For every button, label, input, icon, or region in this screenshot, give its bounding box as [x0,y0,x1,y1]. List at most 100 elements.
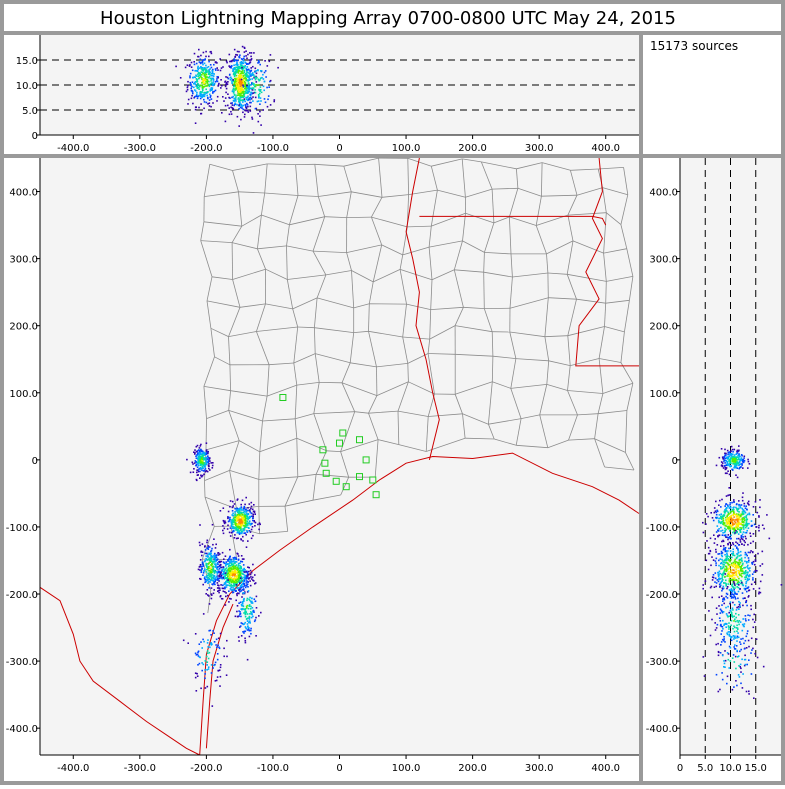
map-source-point [199,578,201,580]
side-source-point [738,608,740,610]
map-source-point [251,513,253,515]
side-source-point [738,606,740,608]
map-source-point [237,553,239,555]
side-source-point [747,614,749,616]
side-source-point [726,588,728,590]
side-source-point [723,603,725,605]
map-source-point [245,587,247,589]
map-source-point [196,472,198,474]
map-source-point [240,574,242,576]
side-source-point [724,599,726,601]
map-source-point [232,507,234,509]
top-source-point [206,82,208,84]
side-source-point [730,465,732,467]
side-source-point [738,544,740,546]
map-source-point [230,587,232,589]
side-source-point [732,549,734,551]
top-x-tick-label: -200.0 [190,143,222,154]
side-source-point [755,570,757,572]
side-source-point [752,619,754,621]
top-source-point [246,103,248,105]
top-source-point [229,61,231,63]
map-source-point [209,652,211,654]
side-source-point [739,641,741,643]
side-source-point [735,545,737,547]
map-source-point [209,546,211,548]
map-source-point [227,581,229,583]
top-source-point [259,64,261,66]
map-source-point [221,567,223,569]
map-source-point [243,532,245,534]
map-source-point [232,510,234,512]
side-source-point [726,467,728,469]
side-source-point [729,474,731,476]
map-source-point [234,537,236,539]
map-source-point [243,564,245,566]
top-source-point [197,70,199,72]
side-source-point [730,517,732,519]
side-source-point [727,495,729,497]
side-source-point [739,560,741,562]
top-source-point [223,100,225,102]
map-source-point [208,568,210,570]
map-source-point [237,537,239,539]
side-source-point [724,512,726,514]
top-source-point [241,67,243,69]
side-source-point [738,582,740,584]
top-source-point [260,97,262,99]
side-source-point [740,570,742,572]
side-source-point [720,558,722,560]
map-source-point [217,659,219,661]
top-source-point [230,77,232,79]
map-source-point [203,641,205,643]
side-source-point [734,459,736,461]
top-source-point [194,53,196,55]
top-source-point [200,76,202,78]
side-source-point [743,518,745,520]
top-source-point [225,97,227,99]
side-source-point [756,570,758,572]
top-source-point [215,61,217,63]
top-source-point [210,80,212,82]
top-source-point [202,62,204,64]
side-source-point [718,581,720,583]
side-source-point [741,573,743,575]
map-source-point [207,594,209,596]
map-source-point [249,509,251,511]
side-source-point [733,501,735,503]
side-source-point [715,572,717,574]
side-source-point [736,609,738,611]
map-source-point [251,523,253,525]
map-source-point [206,442,208,444]
top-source-point [248,79,250,81]
map-source-point [206,669,208,671]
map-source-point [243,530,245,532]
side-source-point [722,458,724,460]
map-source-point [207,453,209,455]
side-source-point [736,650,738,652]
side-source-point [744,623,746,625]
map-source-point [220,664,222,666]
map-source-point [218,638,220,640]
top-source-point [187,89,189,91]
side-source-point [745,601,747,603]
map-source-point [211,583,213,585]
top-source-point [205,89,207,91]
side-source-point [735,621,737,623]
map-source-point [239,580,241,582]
side-source-point [740,562,742,564]
map-source-point [210,581,212,583]
side-source-point [723,636,725,638]
side-source-point [741,463,743,465]
side-source-point [745,618,747,620]
map-source-point [241,525,243,527]
map-plot-area [40,158,639,755]
side-source-point [754,555,756,557]
top-source-point [259,111,261,113]
map-source-point [213,567,215,569]
top-source-point [242,46,244,48]
map-source-point [204,673,206,675]
top-source-point [201,74,203,76]
side-source-point [746,530,748,532]
side-source-point [728,520,730,522]
